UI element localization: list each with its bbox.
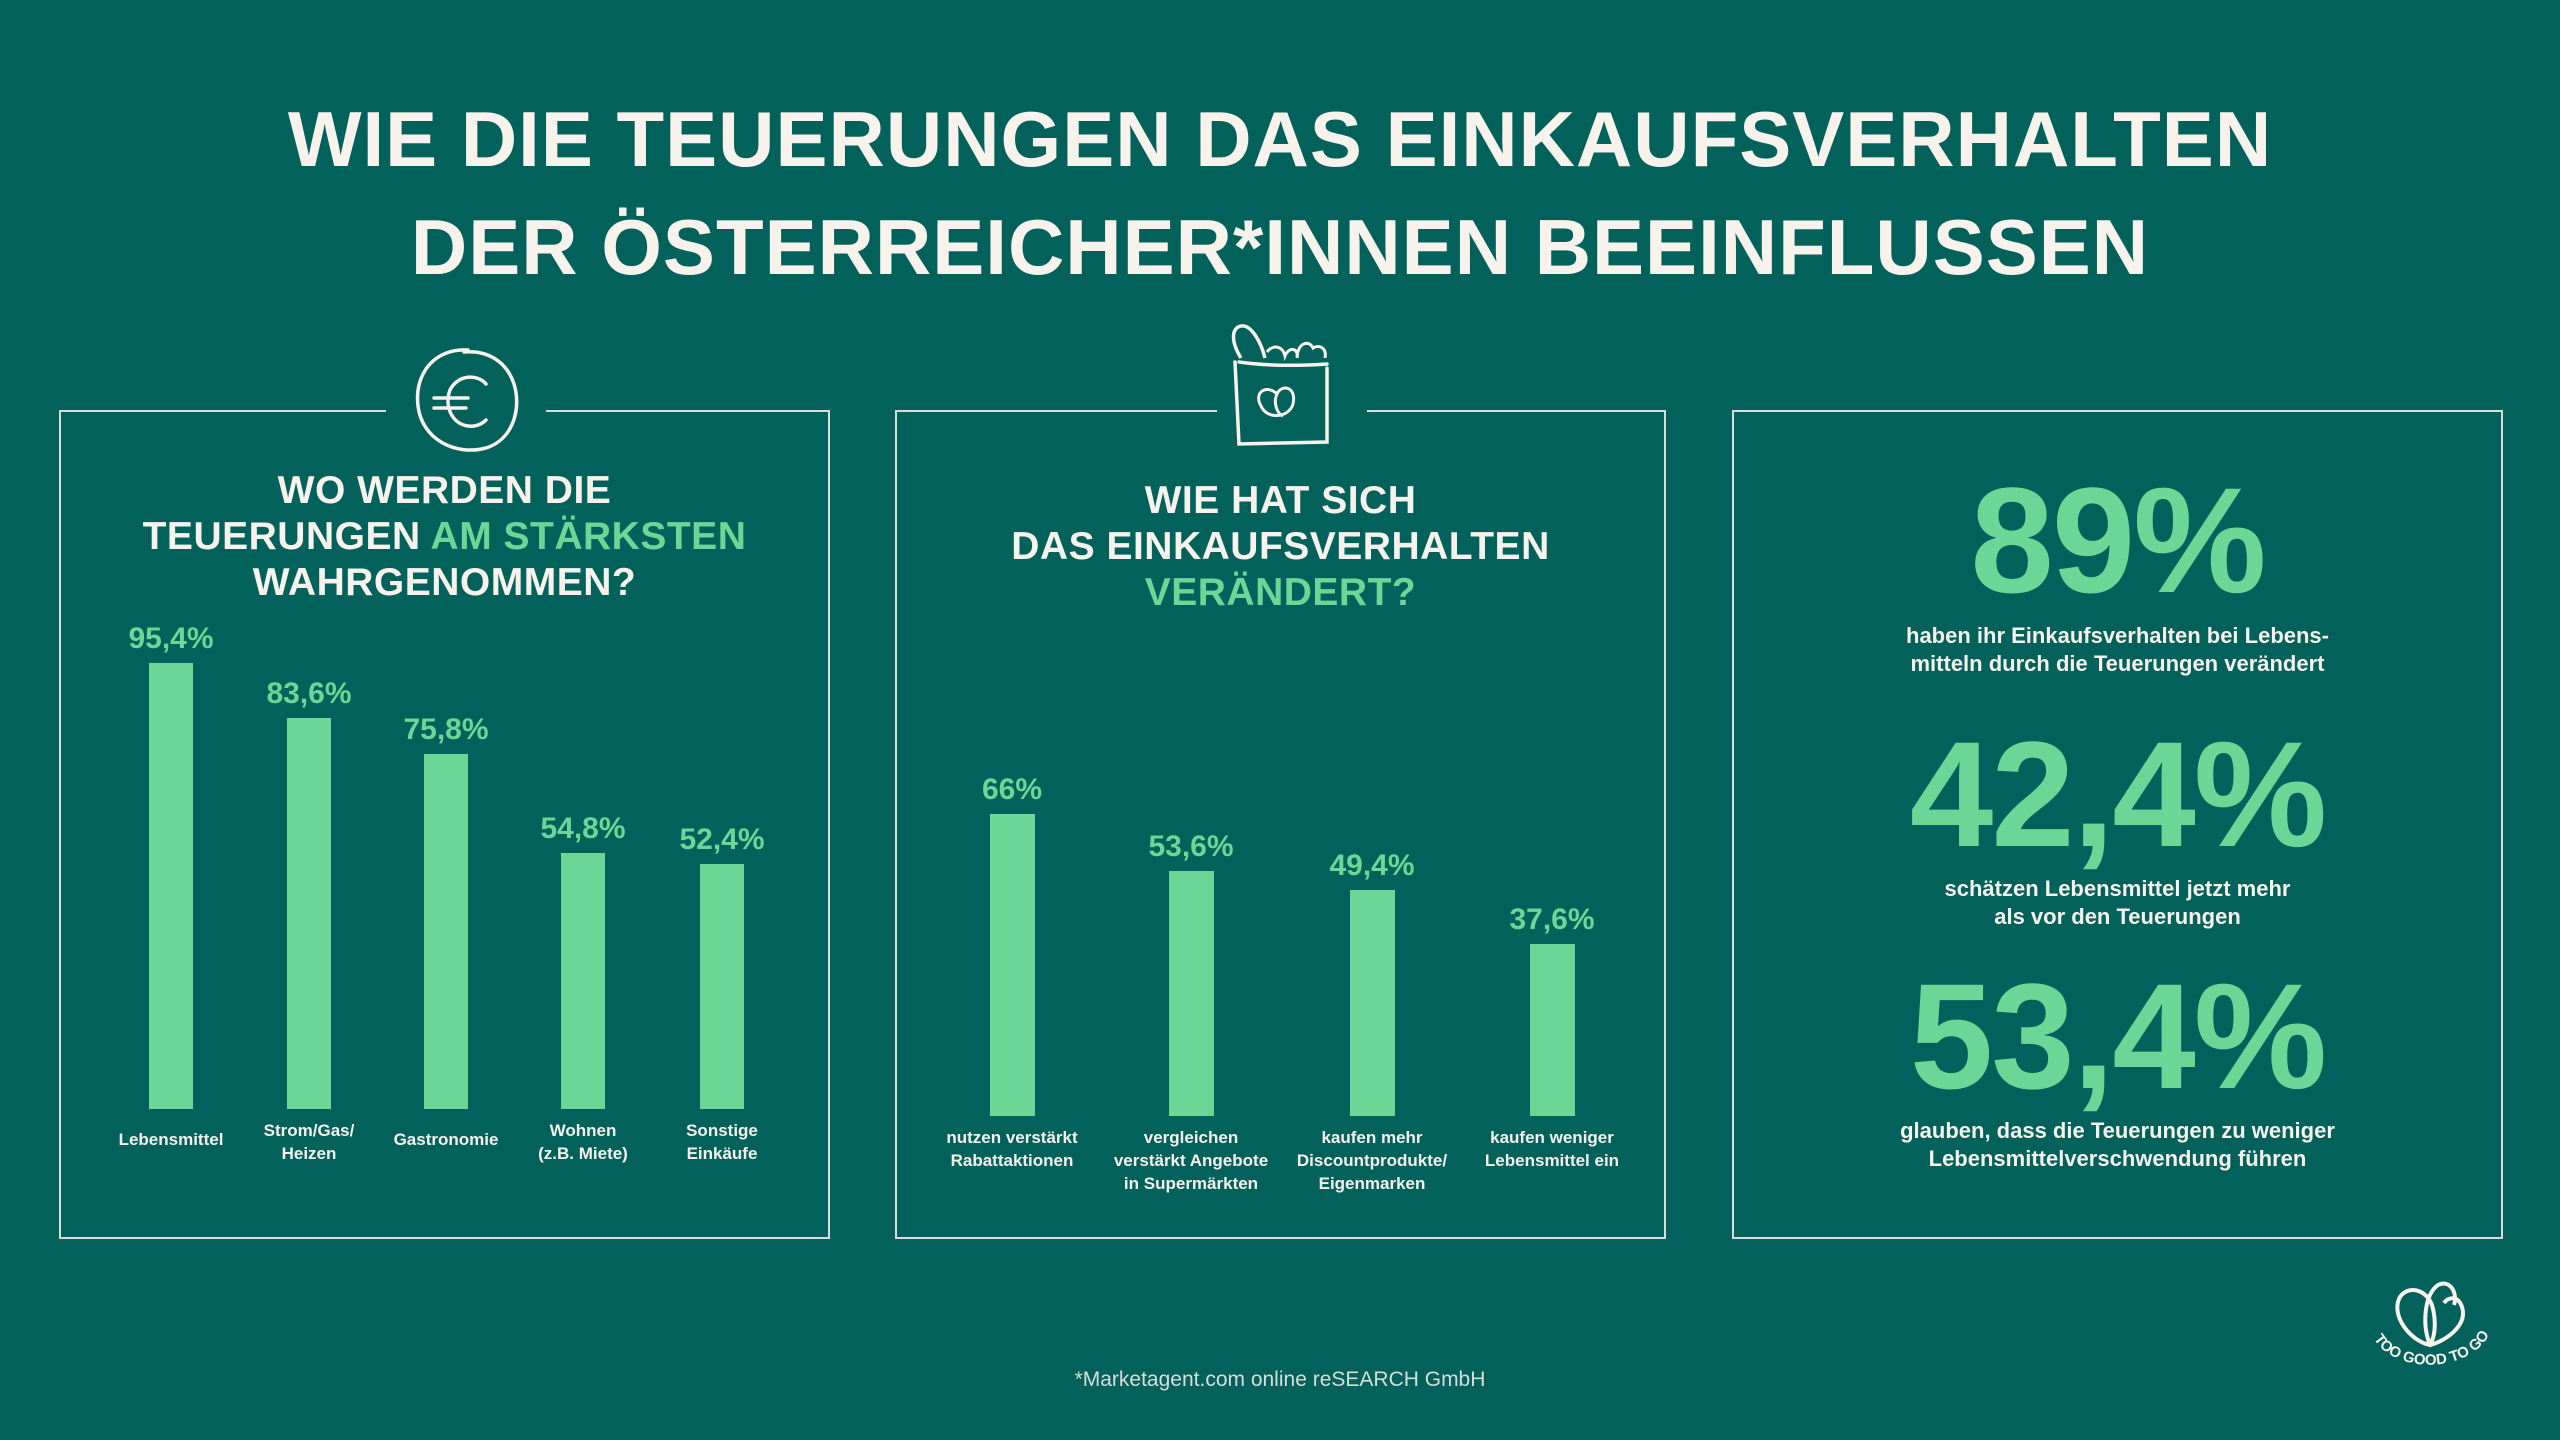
category-label-2: vergleichen verstärkt Angebote in Superm…	[1113, 1128, 1269, 1193]
stat-3-value: 53,4%	[1909, 952, 2327, 1120]
data-label-1: 95,4%	[128, 621, 214, 655]
euro-coin-icon	[415, 348, 519, 452]
bar-1	[989, 814, 1035, 1116]
data-label-3: 49,4%	[1329, 849, 1415, 883]
chart2-title-line3: VERÄNDERT?	[1144, 571, 1417, 614]
chart1-title-line2-green: AM STÄRKSTEN	[430, 515, 747, 558]
main-title-line1: WIE DIE TEUERUNGEN DAS EINKAUFSVERHALTEN	[287, 95, 2273, 183]
bar-2	[1168, 871, 1214, 1116]
stat-2-text: schätzen Lebensmittel jetzt mehr als vor…	[1944, 876, 2291, 929]
too-good-to-go-logo-icon: TOO GOOD TO GO	[2370, 1281, 2493, 1369]
category-label-3: Gastronomie	[393, 1130, 499, 1149]
bar-3	[1349, 890, 1395, 1116]
bar-4	[1529, 944, 1575, 1116]
data-label-5: 52,4%	[679, 822, 765, 856]
data-label-2: 53,6%	[1148, 830, 1234, 864]
stat-1-value: 89%	[1970, 456, 2266, 624]
chart2-title-line1: WIE HAT SICH	[1144, 479, 1417, 522]
data-label-4: 54,8%	[540, 811, 626, 845]
data-label-3: 75,8%	[403, 713, 489, 747]
grocery-bag-icon	[1231, 324, 1329, 446]
data-label-2: 83,6%	[266, 676, 352, 710]
bar-5	[700, 863, 744, 1109]
data-label-1: 66%	[981, 773, 1043, 807]
category-label-2: Strom/Gas/ Heizen	[263, 1121, 355, 1163]
category-label-3: kaufen mehr Discountprodukte/ Eigenmarke…	[1296, 1128, 1448, 1193]
chart-panel-2: WIE HAT SICH DAS EINKAUFSVERHALTEN VERÄN…	[895, 324, 1666, 1239]
chart1-title-line1: WO WERDEN DIE	[277, 469, 612, 512]
data-label-4: 37,6%	[1509, 903, 1595, 937]
chart1-title-line2-white: TEUERUNGEN	[142, 515, 431, 558]
chart2-title-line2: DAS EINKAUFSVERHALTEN	[1011, 525, 1550, 568]
stat-2-value: 42,4%	[1909, 710, 2327, 878]
logo-text: TOO GOOD TO GO	[2370, 1327, 2493, 1369]
category-label-4: Wohnen (z.B. Miete)	[538, 1121, 628, 1163]
too-good-to-go-logo: TOO GOOD TO GO	[2350, 1275, 2510, 1395]
source-footnote: *Marketagent.com online reSEARCH GmbH	[1074, 1368, 1486, 1391]
main-title-line2: DER ÖSTERREICHER*INNEN BEEINFLUSSEN	[410, 203, 2150, 291]
category-label-1: nutzen verstärkt Rabattaktionen	[946, 1128, 1078, 1170]
category-label-1: Lebensmittel	[118, 1130, 224, 1149]
chart2-title: WIE HAT SICH DAS EINKAUFSVERHALTEN VERÄN…	[897, 478, 1664, 616]
category-label-4: kaufen weniger Lebensmittel ein	[1484, 1128, 1620, 1170]
chart1-title-line2: TEUERUNGEN AM STÄRKSTEN	[61, 514, 828, 560]
stat-3-text: glauben, dass die Teuerungen zu weniger …	[1900, 1118, 2335, 1171]
bar-2	[287, 717, 331, 1109]
bar-4	[561, 852, 605, 1109]
stats-panel: 89% haben ihr Einkaufsverhalten bei Lebe…	[1732, 410, 2503, 1239]
bar-1	[149, 662, 193, 1109]
chart-panel-1: WO WERDEN DIE TEUERUNGEN AM STÄRKSTEN WA…	[59, 348, 830, 1239]
bar-3	[424, 754, 468, 1109]
stat-1-text: haben ihr Einkaufsverhalten bei Lebens- …	[1906, 623, 2329, 676]
category-label-5: Sonstige Einkäufe	[686, 1121, 758, 1163]
chart1-title: WO WERDEN DIE TEUERUNGEN AM STÄRKSTEN WA…	[61, 468, 828, 606]
chart1-title-line3: WAHRGENOMMEN?	[252, 561, 637, 604]
svg-text:TOO GOOD TO GO: TOO GOOD TO GO	[2370, 1327, 2493, 1369]
